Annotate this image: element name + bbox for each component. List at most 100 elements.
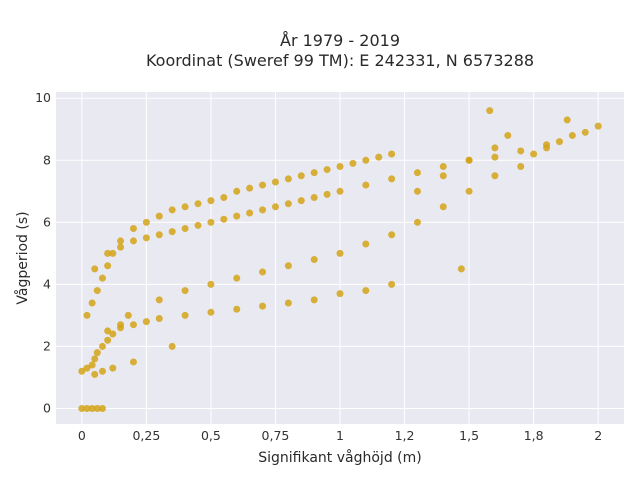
scatter-point [98,274,106,282]
scatter-point [88,361,96,369]
scatter-point [465,156,473,164]
scatter-point [563,116,571,124]
scatter-point [336,290,344,298]
scatter-point [336,187,344,195]
scatter-point [504,131,512,139]
y-tick-label: 0 [43,400,51,415]
scatter-point [259,181,267,189]
y-tick-label: 6 [43,214,51,229]
scatter-point [413,169,421,177]
scatter-point [439,203,447,211]
scatter-point [220,193,228,201]
scatter-point [323,166,331,174]
scatter-point [413,218,421,226]
scatter-point [207,280,215,288]
scatter-point [310,256,318,264]
scatter-point [98,404,106,412]
scatter-point [555,138,563,146]
scatter-point [78,404,86,412]
scatter-point [181,203,189,211]
scatter-point [207,308,215,316]
scatter-point [124,311,132,319]
scatter-point [207,218,215,226]
scatter-point [142,234,150,242]
scatter-point [220,215,228,223]
scatter-point [362,181,370,189]
scatter-point [233,187,241,195]
scatter-point [310,296,318,304]
scatter-point [181,311,189,319]
scatter-point [155,212,163,220]
y-tick-label: 10 [35,90,51,105]
scatter-point [129,225,137,233]
x-tick-label: 0,25 [132,428,160,443]
scatter-point [486,107,494,115]
y-tick-label: 8 [43,152,51,167]
scatter-point [109,330,117,338]
x-tick-label: 1,2 [395,428,415,443]
scatter-point [323,190,331,198]
scatter-point [491,153,499,161]
scatter-point [297,172,305,180]
scatter-point [93,287,101,295]
y-axis-ticks: 0 2 4 6 8 10 [35,90,51,415]
scatter-point [413,187,421,195]
scatter-point [91,265,99,273]
scatter-point [98,367,106,375]
scatter-point [388,231,396,239]
scatter-point [259,206,267,214]
x-tick-label: 0,5 [201,428,221,443]
data-points [78,107,602,412]
scatter-point [388,150,396,158]
scatter-point [362,240,370,248]
x-tick-label: 1 [336,428,344,443]
y-tick-label: 2 [43,338,51,353]
scatter-point [375,153,383,161]
scatter-point [568,131,576,139]
x-tick-label: 1,8 [524,428,544,443]
x-tick-label: 2 [594,428,602,443]
scatter-point [181,225,189,233]
x-tick-label: 1,5 [459,428,479,443]
scatter-point [336,249,344,257]
scatter-point [207,197,215,205]
scatter-point [362,287,370,295]
y-axis-label: Vågperiod (s) [14,211,31,304]
scatter-point [271,178,279,186]
scatter-point [168,206,176,214]
scatter-point [91,370,99,378]
scatter-point [388,175,396,183]
scatter-point [155,296,163,304]
scatter-point [233,305,241,313]
scatter-point [594,122,602,130]
x-axis-label: Signifikant våghöjd (m) [258,449,421,466]
scatter-point [517,162,525,170]
scatter-point [259,268,267,276]
scatter-point [155,315,163,323]
x-tick-label: 0 [78,428,86,443]
scatter-point [310,193,318,201]
scatter-point [117,324,125,332]
scatter-point [349,159,357,167]
scatter-point [246,209,254,217]
scatter-point [530,150,538,158]
scatter-point [233,274,241,282]
scatter-point [155,231,163,239]
scatter-point [104,336,112,344]
scatter-point [93,349,101,357]
scatter-point [104,262,112,270]
scatter-point [439,162,447,170]
scatter-point [91,355,99,363]
scatter-point [457,265,465,273]
scatter-point [465,187,473,195]
scatter-point [83,404,91,412]
x-tick-label: 0,75 [262,428,290,443]
scatter-point [581,128,589,136]
scatter-point [142,218,150,226]
scatter-point [233,212,241,220]
y-tick-label: 4 [43,276,51,291]
scatter-point [491,172,499,180]
scatter-point [284,262,292,270]
scatter-point [517,147,525,155]
scatter-point [259,302,267,310]
